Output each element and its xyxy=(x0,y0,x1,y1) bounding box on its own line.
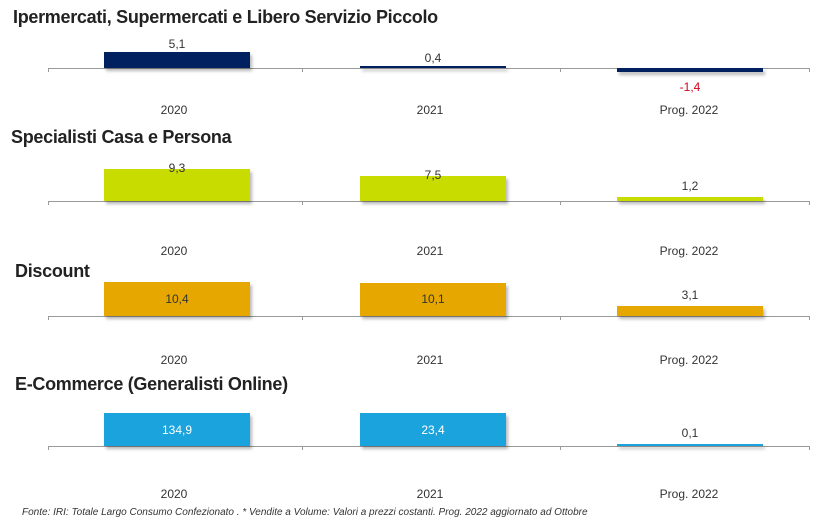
x-axis-tick xyxy=(809,446,810,450)
bar-2021 xyxy=(360,66,506,68)
x-axis-tick xyxy=(809,201,810,205)
bar-2020 xyxy=(104,169,250,201)
x-axis-tick xyxy=(560,201,561,205)
bar-2021 xyxy=(360,282,506,316)
bar-2020 xyxy=(104,51,250,68)
bar-prog-2022 xyxy=(617,196,763,201)
data-label: 9,3 xyxy=(168,161,186,176)
bar-2021 xyxy=(360,175,506,201)
x-axis-tick xyxy=(302,446,303,450)
x-tick-label: Prog. 2022 xyxy=(659,487,719,501)
x-tick-label: 2021 xyxy=(416,103,444,117)
x-axis-tick xyxy=(560,68,561,72)
x-axis-line xyxy=(48,201,810,202)
data-label: -1,4 xyxy=(679,80,701,95)
x-axis-tick xyxy=(302,316,303,320)
data-label: 0,4 xyxy=(424,51,442,65)
data-label: 3,1 xyxy=(681,287,699,302)
data-label: 134,9 xyxy=(161,422,193,437)
bar-prog-2022 xyxy=(617,68,763,73)
chart-title: Specialisti Casa e Persona xyxy=(11,127,232,147)
data-label: 0,1 xyxy=(681,426,699,440)
x-tick-label: Prog. 2022 xyxy=(659,353,719,367)
data-label: 5,1 xyxy=(168,36,186,51)
data-label: 10,1 xyxy=(421,292,445,307)
chart-title: Discount xyxy=(15,261,90,281)
x-axis-tick xyxy=(560,446,561,450)
x-axis-tick xyxy=(48,446,49,450)
data-label: 1,2 xyxy=(681,178,699,193)
bar-2021 xyxy=(360,413,506,446)
x-axis-tick xyxy=(809,316,810,320)
x-axis-tick xyxy=(48,201,49,205)
x-axis-line xyxy=(48,316,810,317)
x-axis-line xyxy=(48,446,810,447)
x-axis-tick xyxy=(48,68,49,72)
data-label: 23,4 xyxy=(421,422,445,437)
x-tick-label: 2020 xyxy=(160,103,188,117)
x-tick-label: Prog. 2022 xyxy=(659,244,719,258)
x-tick-label: 2021 xyxy=(416,353,444,367)
x-axis-tick xyxy=(560,316,561,320)
x-axis-tick xyxy=(48,316,49,320)
x-axis-tick xyxy=(809,68,810,72)
bar-2020 xyxy=(104,413,250,446)
x-tick-label: Prog. 2022 xyxy=(659,103,719,117)
chart-title: E-Commerce (Generalisti Online) xyxy=(15,374,288,394)
bar-prog-2022 xyxy=(617,305,763,316)
bar-2020 xyxy=(104,281,250,316)
data-label: 7,5 xyxy=(424,167,442,182)
x-tick-label: 2021 xyxy=(416,244,444,258)
source-footnote: Fonte: IRI: Totale Largo Consumo Confezi… xyxy=(22,507,588,518)
x-tick-label: 2020 xyxy=(160,353,188,367)
data-label: 10,4 xyxy=(165,291,189,306)
chart-title: Ipermercati, Supermercati e Libero Servi… xyxy=(13,7,438,27)
x-axis-line xyxy=(48,68,810,69)
x-tick-label: 2021 xyxy=(416,487,444,501)
bar-prog-2022 xyxy=(617,444,763,446)
x-tick-label: 2020 xyxy=(160,487,188,501)
x-axis-tick xyxy=(302,201,303,205)
x-tick-label: 2020 xyxy=(160,244,188,258)
x-axis-tick xyxy=(302,68,303,72)
